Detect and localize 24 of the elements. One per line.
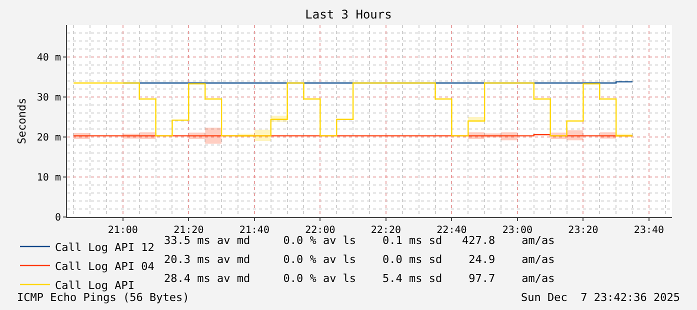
x-tick-label: 22:00 [305, 225, 336, 236]
y-tick-label: 10 m [36, 172, 61, 184]
x-tick-label: 21:40 [239, 225, 270, 236]
text: 28.4 ms av md 0.0 % av ls 5.4 ms sd 97.7 am/as [164, 272, 555, 285]
legend-label: Call Log API 12 [55, 240, 154, 254]
y-tick-label: 30 m [36, 92, 61, 104]
x-tick-label: 23:20 [568, 225, 598, 236]
x-tick-label: 21:20 [174, 225, 204, 236]
y-tick-label: 40 m [36, 52, 61, 64]
x-tick-label: 23:00 [502, 225, 533, 236]
y-tick-label: 0 [54, 212, 61, 224]
legend-label: Call Log API 04 [55, 260, 155, 273]
text: 33.5 ms av md 0.0 % av ls 0.1 ms sd 427.8 am/as [164, 234, 555, 247]
legend-label: Call Log API [55, 278, 134, 292]
text: ICMP Echo Pings (56 Bytes) [17, 291, 190, 304]
text: Sun Dec 7 23:42:36 2025 [521, 291, 680, 304]
x-tick-label: 22:20 [370, 225, 401, 236]
x-tick-label: 23:40 [634, 225, 664, 236]
y-tick-label: 20 m [36, 132, 61, 144]
x-tick-label: 22:40 [436, 225, 467, 236]
y-axis-title: Seconds [16, 98, 29, 144]
x-tick-label: 21:00 [108, 225, 138, 236]
chart-title: Last 3 Hours [305, 7, 392, 22]
text: 20.3 ms av md 0.0 % av ls 0.0 ms sd 24.9 am/as [164, 253, 555, 266]
